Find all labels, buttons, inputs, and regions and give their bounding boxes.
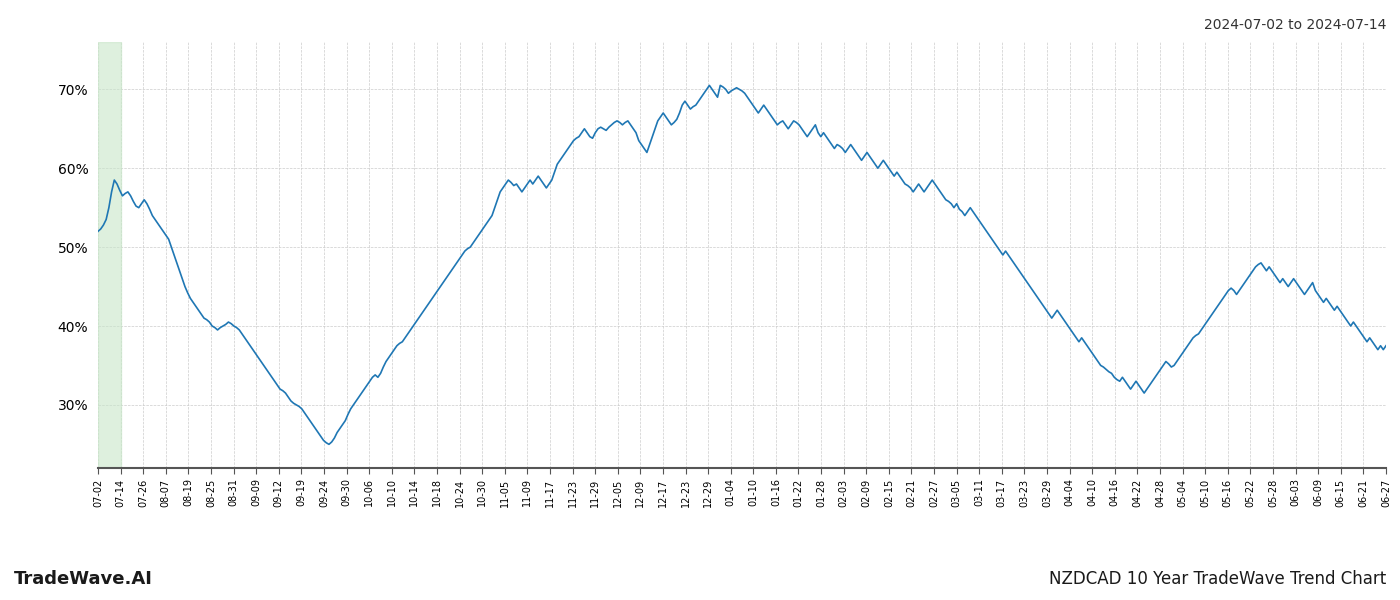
Bar bbox=[98, 42, 122, 468]
Text: TradeWave.AI: TradeWave.AI bbox=[14, 570, 153, 588]
Text: 2024-07-02 to 2024-07-14: 2024-07-02 to 2024-07-14 bbox=[1204, 18, 1386, 32]
Text: NZDCAD 10 Year TradeWave Trend Chart: NZDCAD 10 Year TradeWave Trend Chart bbox=[1049, 570, 1386, 588]
